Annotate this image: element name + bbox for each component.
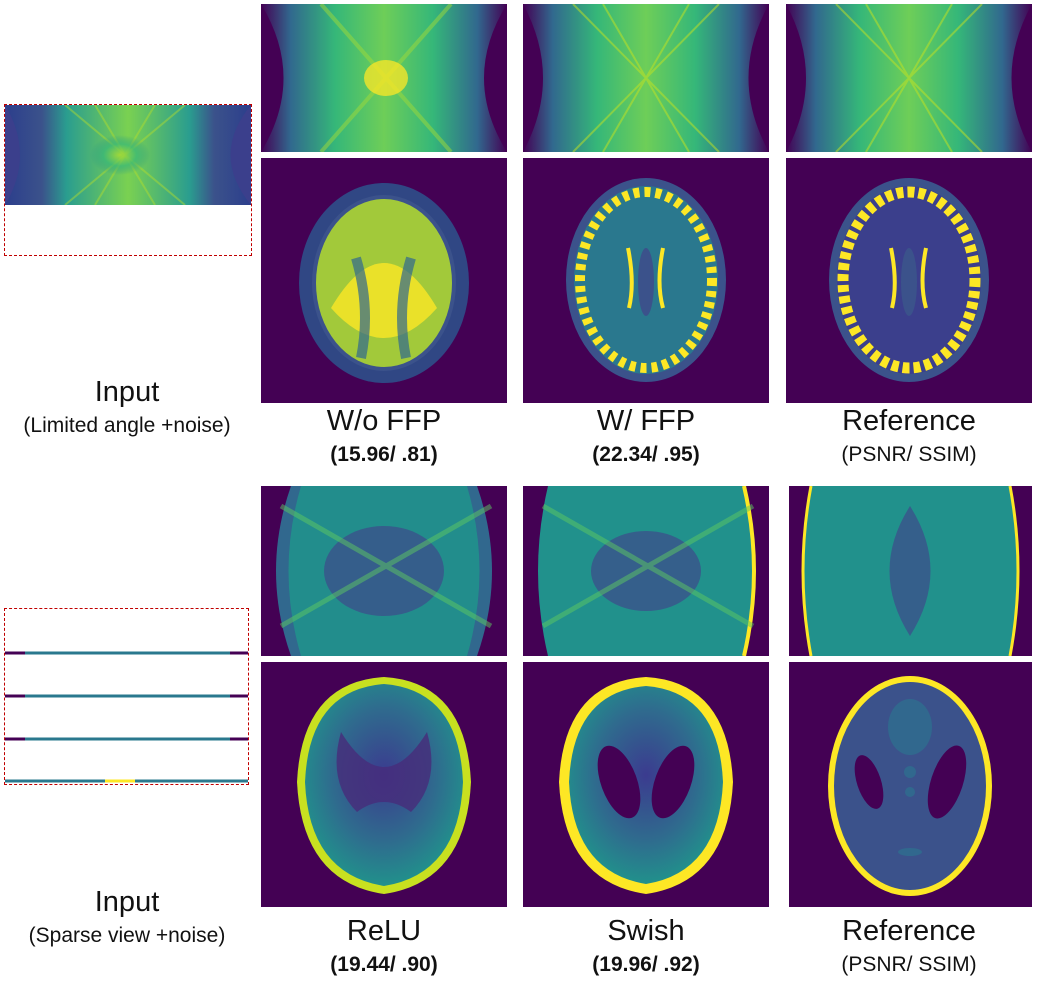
bottom-col2-sinogram [523,486,769,656]
bottom-col3-metric: (PSNR/ SSIM) [841,953,977,976]
top-col1-sinogram [261,4,507,152]
top-col2-sinogram [523,4,769,152]
bottom-col3-sinogram [789,486,1032,656]
bottom-col1-label: ReLU [346,915,422,947]
sparse-view-sinogram [5,609,248,784]
top-col1-reconstruction [261,158,507,403]
bottom-col2-reconstruction [523,662,769,907]
top-col2-metric: (22.34/ .95) [592,443,700,466]
bottom-col3-label: Reference [842,915,976,947]
top-col3-reconstruction [786,158,1032,403]
top-col1-metric: (15.96/ .81) [330,443,438,466]
top-col3-sinogram [786,4,1032,152]
bottom-input-sublabel: (Sparse view +noise) [28,924,226,947]
bottom-input-image [4,608,249,785]
limited-angle-sinogram [5,105,251,206]
bottom-col3-reconstruction [789,662,1032,907]
top-col3-metric: (PSNR/ SSIM) [841,443,977,466]
top-col3-label: Reference [842,405,976,437]
bottom-col2-label: Swish [607,915,685,947]
bottom-col2-metric: (19.96/ .92) [592,953,700,976]
bottom-col1-metric: (19.44/ .90) [330,953,438,976]
top-input-label: Input [94,376,160,408]
top-col2-reconstruction [523,158,769,403]
top-input-image [4,104,252,256]
bottom-input-label: Input [94,886,160,918]
bottom-col1-sinogram [261,486,507,656]
top-col2-label: W/ FFP [596,405,696,437]
top-col1-label: W/o FFP [326,405,442,437]
bottom-col1-reconstruction [261,662,507,907]
top-input-sublabel: (Limited angle +noise) [23,414,231,437]
